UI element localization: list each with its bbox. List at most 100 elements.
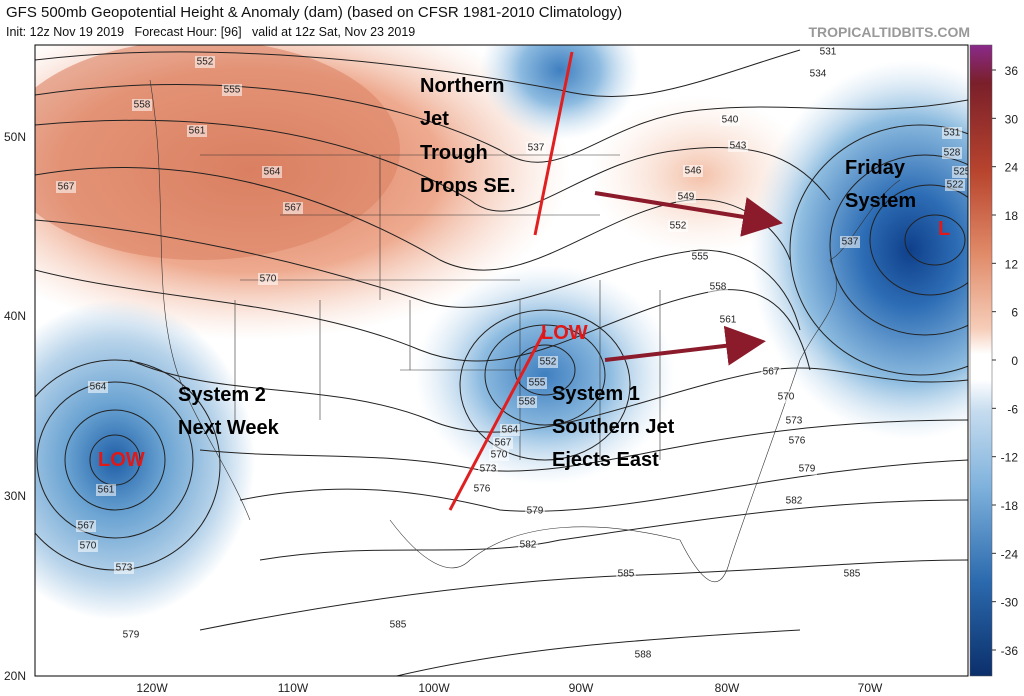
contour-label-bg: [258, 273, 278, 285]
contour-label: 570: [778, 392, 795, 403]
low-label: LOW: [541, 322, 588, 344]
contour-label: 576: [789, 436, 806, 447]
contour-labels: 5525555585615645675675705315345375405435…: [56, 46, 968, 661]
contour-label-bg: [842, 568, 862, 580]
longitude-label: 80W: [715, 681, 740, 695]
brand: TROPICALTIDBITS.COM: [808, 24, 970, 40]
contour-label-bg: [797, 463, 817, 475]
colorbar-tick-label: -30: [1001, 596, 1019, 610]
contour-label: 549: [678, 192, 695, 203]
contour-label-bg: [945, 179, 965, 191]
colorbar-tick-label: 0: [1011, 354, 1018, 368]
latitude-label: 20N: [4, 669, 26, 683]
contour-label-bg: [517, 396, 537, 408]
contour-label-bg: [388, 619, 408, 631]
contour-label-bg: [787, 435, 807, 447]
contour-label-bg: [784, 495, 804, 507]
contour-label: 555: [692, 252, 709, 263]
colorbar-tick-label: -12: [1001, 451, 1019, 465]
contour-label: 579: [123, 630, 140, 641]
colorbar-tick-label: -36: [1001, 644, 1019, 658]
contour-label: 588: [635, 650, 652, 661]
contour-label-bg: [784, 415, 804, 427]
contour-label-bg: [538, 356, 558, 368]
colorbar-tick-label: 36: [1005, 64, 1019, 78]
contour-label-bg: [472, 483, 492, 495]
contour-label: 534: [810, 69, 827, 80]
colorbar-tick-label: -18: [1001, 499, 1019, 513]
longitude-label: 70W: [858, 681, 883, 695]
map-area: 5525555585615645675675705315345375405435…: [35, 45, 968, 676]
annotation: Northern: [420, 75, 504, 97]
annotation: Next Week: [178, 417, 280, 439]
contour-label-bg: [776, 391, 796, 403]
contour-label-bg: [500, 424, 520, 436]
contour-label: 579: [527, 506, 544, 517]
contour-label-bg: [718, 314, 738, 326]
colorbar-tick-label: -24: [1001, 547, 1019, 561]
contour-label-bg: [840, 236, 860, 248]
contour-label: 585: [844, 569, 861, 580]
contour-label: 576: [474, 484, 491, 495]
contour-label-bg: [708, 281, 728, 293]
contour-label-bg: [728, 140, 748, 152]
contour-label-bg: [761, 366, 781, 378]
annotation: Trough: [420, 142, 488, 164]
annotation: Southern Jet: [552, 416, 675, 438]
contour-label: 564: [264, 167, 281, 178]
contour-label: 573: [116, 563, 133, 574]
contour-label-bg: [942, 147, 962, 159]
contour-label: 537: [528, 143, 545, 154]
longitude-label: 100W: [418, 681, 450, 695]
contour-label-bg: [676, 191, 696, 203]
contour-label: 528: [944, 148, 961, 159]
longitude-label: 90W: [569, 681, 594, 695]
annotation: System 2: [178, 384, 266, 406]
colorbar-tick-label: -6: [1007, 402, 1018, 416]
latitude-label: 40N: [4, 309, 26, 323]
contour-label-bg: [720, 114, 740, 126]
contour-label-bg: [132, 99, 152, 111]
contour-label-bg: [187, 125, 207, 137]
contour-label: 564: [90, 382, 107, 393]
contour-label-bg: [114, 562, 134, 574]
contour-label: 552: [670, 221, 687, 232]
axis-labels: 50N 40N 30N 20N 120W 110W 100W 90W 80W 70W 36 30 24 1…: [4, 64, 1018, 695]
contour-label-bg: [526, 142, 546, 154]
annotation: Drops SE.: [420, 175, 516, 197]
contour-label: 582: [786, 496, 803, 507]
contour-label-bg: [76, 520, 96, 532]
contour-label: 567: [495, 438, 512, 449]
contour-label: 537: [842, 237, 859, 248]
contour-label: 540: [722, 115, 739, 126]
colorbar-tick-label: 6: [1011, 306, 1018, 320]
arrow-north: [594, 191, 783, 237]
contour-label: 561: [98, 485, 115, 496]
low-label: LOW: [98, 449, 145, 471]
map-subtitle: Init: 12z Nov 19 2019 Forecast Hour: [96…: [6, 25, 415, 39]
contour-label-bg: [683, 165, 703, 177]
contour-label: 567: [285, 203, 302, 214]
contour-label-bg: [668, 220, 688, 232]
contour-label: 531: [944, 128, 961, 139]
contour-label-bg: [56, 181, 76, 193]
contour-label-bg: [78, 540, 98, 552]
contour-label-bg: [690, 251, 710, 263]
colorbar-tick-label: 18: [1005, 209, 1019, 223]
contour-label: 558: [519, 397, 536, 408]
contour-label: 555: [224, 85, 241, 96]
colorbar-tick-label: 12: [1005, 257, 1019, 271]
contour-label-bg: [96, 484, 116, 496]
contour-label: 570: [80, 541, 97, 552]
contour-label: 585: [390, 620, 407, 631]
annotation: Friday: [845, 157, 906, 179]
colorbar-tick-label: 30: [1005, 112, 1019, 126]
contour-label: 564: [502, 425, 519, 436]
contour-label: 567: [58, 182, 75, 193]
arrow-south: [604, 325, 766, 366]
contour-label: 555: [529, 378, 546, 389]
contour-label-bg: [121, 629, 141, 641]
contour-label-bg: [88, 381, 108, 393]
contour-label: 561: [720, 315, 737, 326]
